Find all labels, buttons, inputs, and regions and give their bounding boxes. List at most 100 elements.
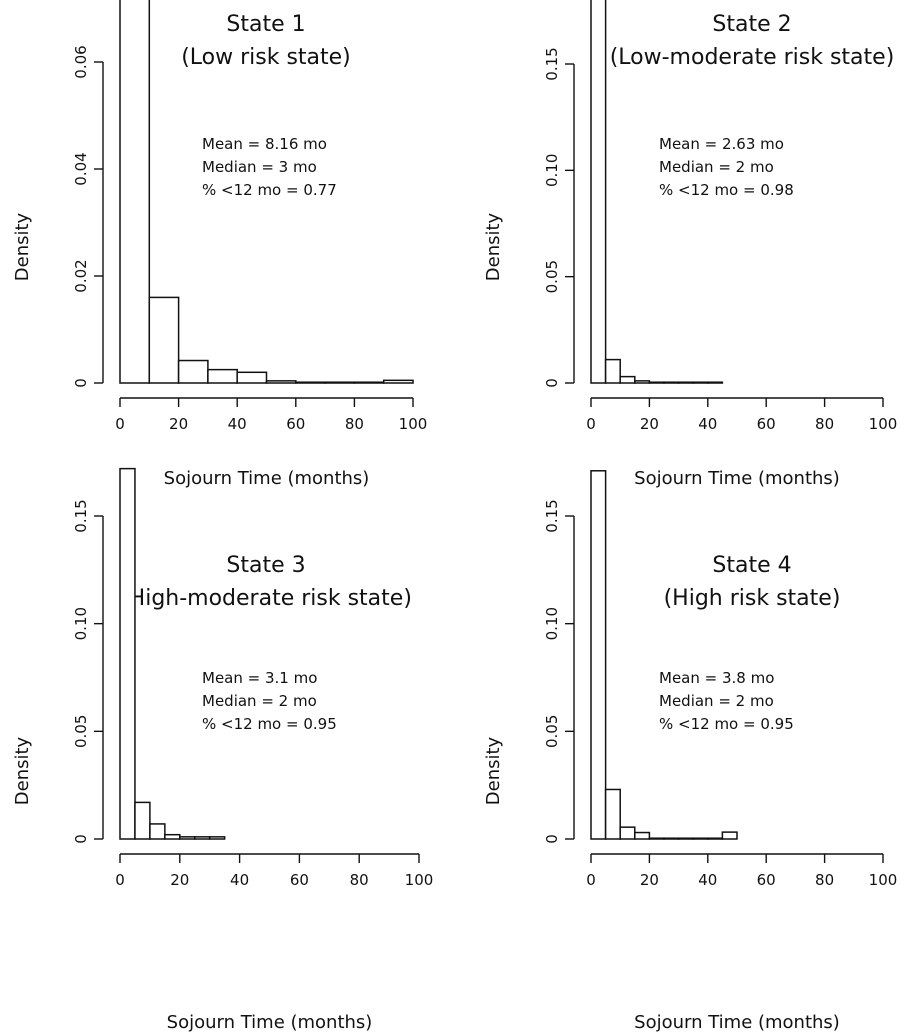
y-tick-label: 0.02 — [72, 259, 90, 292]
y-tick-label: 0.05 — [72, 715, 90, 748]
x-tick-label: 100 — [405, 871, 434, 889]
y-tick-label: 0.10 — [543, 154, 561, 187]
summary-stat-text: Median = 2 mo — [202, 692, 317, 710]
histogram-bar — [208, 836, 226, 840]
histogram-bar — [692, 837, 709, 840]
histogram-bar — [619, 375, 636, 384]
histogram-bar — [207, 368, 238, 384]
histogram-bar — [177, 359, 209, 384]
histogram-bar — [604, 358, 621, 384]
x-tick-label: 80 — [345, 415, 364, 433]
histogram-bar — [295, 381, 326, 384]
histogram-bar — [721, 831, 738, 840]
x-tick-label: 60 — [757, 415, 776, 433]
y-axis-label: Density — [483, 212, 504, 281]
histogram-bar — [663, 837, 680, 840]
y-tick-label: 0.15 — [543, 47, 561, 80]
x-tick-label: 60 — [290, 871, 309, 889]
histogram-bar — [677, 381, 694, 384]
histogram-panel-state-3: State 3 (High-moderate risk state) 0 20 40 60… — [12, 467, 434, 1033]
histogram-bar — [634, 831, 651, 840]
summary-stat-text: Mean = 8.16 mo — [202, 135, 327, 153]
x-tick-label: 40 — [698, 871, 717, 889]
chart-subtitle: (Low risk state) — [181, 45, 351, 70]
x-tick-label: 60 — [757, 871, 776, 889]
histogram-bar — [148, 296, 180, 384]
x-tick-label: 80 — [815, 871, 834, 889]
histogram-bar — [194, 836, 211, 840]
chart-subtitle: (High-moderate risk state) — [120, 586, 412, 611]
chart-subtitle: (Low-moderate risk state) — [610, 45, 895, 70]
y-tick-label: 0 — [543, 834, 561, 844]
summary-stat-text: Mean = 3.8 mo — [659, 669, 774, 687]
y-tick-label: 0.04 — [72, 152, 90, 185]
y-tick-label: 0.10 — [543, 607, 561, 640]
summary-stat-text: % <12 mo = 0.95 — [659, 715, 794, 733]
chart-title: State 3 — [226, 553, 305, 578]
y-axis-label: Density — [12, 736, 33, 805]
y-tick-label: 0.06 — [72, 45, 90, 78]
histogram-bar — [164, 833, 181, 840]
y-tick-label: 0.05 — [543, 715, 561, 748]
histogram-bar — [265, 380, 297, 384]
x-tick-label: 80 — [815, 415, 834, 433]
histogram-bar — [382, 379, 414, 384]
histogram-bar — [707, 837, 724, 840]
x-tick-label: 100 — [399, 415, 428, 433]
histogram-bar — [179, 836, 196, 840]
histogram-bar — [634, 380, 651, 384]
x-axis-label: Sojourn Time (months) — [634, 468, 840, 489]
chart-subtitle: (High risk state) — [664, 586, 841, 611]
histogram-panel-state-4: State 4 (High risk state) 0 20 40 60 80 100 Sojo… — [483, 470, 897, 1033]
y-axis-label: Density — [483, 736, 504, 805]
y-tick-label: 0.10 — [72, 607, 90, 640]
summary-stat-text: % <12 mo = 0.77 — [202, 181, 337, 199]
x-tick-label: 20 — [640, 415, 659, 433]
chart-title: State 2 — [712, 12, 791, 37]
summary-stat-text: % <12 mo = 0.95 — [202, 715, 337, 733]
y-tick-label: 0.05 — [543, 260, 561, 293]
y-tick-label: 0 — [72, 378, 90, 388]
summary-stat-text: Median = 2 mo — [659, 158, 774, 176]
x-axis-label: Sojourn Time (months) — [167, 1012, 373, 1033]
x-tick-label: 0 — [586, 871, 596, 889]
y-tick-label: 0.15 — [543, 499, 561, 532]
x-axis-label: Sojourn Time (months) — [634, 1012, 840, 1033]
x-tick-label: 80 — [350, 871, 369, 889]
x-tick-label: 0 — [586, 415, 596, 433]
histogram-bar — [590, 470, 607, 840]
histogram-bar — [353, 381, 385, 384]
histogram-bar — [149, 823, 166, 840]
histogram-bar — [707, 381, 724, 384]
x-tick-label: 40 — [230, 871, 249, 889]
histogram-bar — [324, 381, 356, 384]
x-tick-label: 100 — [869, 415, 898, 433]
x-tick-label: 40 — [698, 415, 717, 433]
x-axis-label: Sojourn Time (months) — [164, 468, 370, 489]
y-tick-label: 0 — [72, 834, 90, 844]
histogram-bar — [663, 381, 680, 384]
histogram-bar — [677, 837, 694, 840]
x-tick-label: 0 — [115, 415, 125, 433]
summary-stat-text: Median = 2 mo — [659, 692, 774, 710]
histogram-bar — [648, 381, 665, 384]
histogram-bar — [604, 788, 621, 840]
x-tick-label: 20 — [169, 415, 188, 433]
x-tick-label: 60 — [286, 415, 305, 433]
histogram-bar — [648, 837, 665, 840]
summary-stat-text: Mean = 2.63 mo — [659, 135, 784, 153]
histogram-panel-state-1: State 1 (Low risk state) 0 20 40 60 80 100 Sojou… — [12, 0, 427, 489]
histogram-bar — [119, 0, 151, 384]
x-tick-label: 20 — [640, 871, 659, 889]
y-tick-label: 0 — [543, 378, 561, 388]
summary-stat-text: % <12 mo = 0.98 — [659, 181, 794, 199]
histogram-bar — [619, 826, 636, 840]
x-tick-label: 20 — [170, 871, 189, 889]
histogram-bar — [134, 801, 151, 840]
summary-stat-text: Median = 3 mo — [202, 158, 317, 176]
histogram-bar — [590, 0, 607, 384]
y-axis-label: Density — [12, 212, 33, 281]
histogram-bar — [119, 467, 136, 840]
histogram-panel-state-2: State 2 (Low-moderate risk state) 0 20 40 60 8… — [483, 0, 897, 489]
